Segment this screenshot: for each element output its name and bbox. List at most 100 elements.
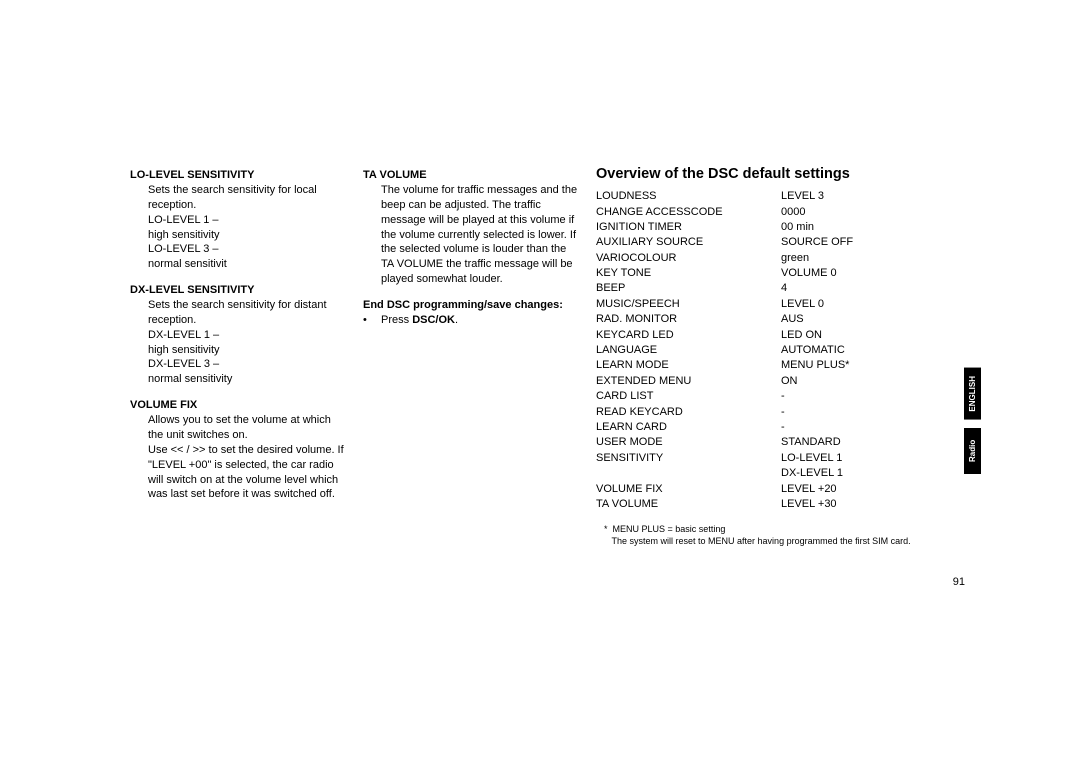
table-row: LEARN MODEMENU PLUS*: [596, 358, 946, 373]
table-row: CARD LIST-: [596, 389, 946, 404]
bullet-icon: •: [363, 313, 381, 328]
setting-label: SENSITIVITY: [596, 451, 781, 466]
setting-value: LEVEL +20: [781, 482, 946, 497]
setting-value: AUTOMATIC: [781, 343, 946, 358]
setting-value: 0000: [781, 205, 946, 220]
side-tabs: ENGLISH Radio: [964, 368, 988, 482]
setting-label: LEARN MODE: [596, 358, 781, 373]
setting-value: 00 min: [781, 220, 946, 235]
setting-label: RAD. MONITOR: [596, 312, 781, 327]
setting-label: LANGUAGE: [596, 343, 781, 358]
setting-label: IGNITION TIMER: [596, 220, 781, 235]
footnote-block: * MENU PLUS = basic setting The system w…: [604, 524, 946, 547]
setting-value: AUS: [781, 312, 946, 327]
page-number: 91: [953, 576, 965, 588]
lo-level-2b: normal sensitivit: [148, 257, 345, 272]
lo-level-body: Sets the search sensitivity for local re…: [148, 183, 345, 213]
column-3: Overview of the DSC default settings LOU…: [596, 165, 946, 548]
setting-value: green: [781, 251, 946, 266]
setting-label: [596, 466, 781, 481]
setting-label: AUXILIARY SOURCE: [596, 235, 781, 250]
column-2: TA Volume The volume for traffic message…: [363, 165, 578, 548]
setting-label: CARD LIST: [596, 389, 781, 404]
end-dsc-bullet-row: • Press DSC/OK.: [363, 313, 578, 328]
table-row: RAD. MONITORAUS: [596, 312, 946, 327]
lo-level-2a: LO-LEVEL 3 –: [148, 242, 345, 257]
table-row: DX-LEVEL 1: [596, 466, 946, 481]
dx-level-heading: Dx-Level Sensitivity: [130, 284, 345, 296]
volume-fix-heading: Volume Fix: [130, 399, 345, 411]
dx-level-2b: normal sensitivity: [148, 372, 345, 387]
setting-value: VOLUME 0: [781, 266, 946, 281]
setting-value: -: [781, 420, 946, 435]
table-row: VARIOCOLOURgreen: [596, 251, 946, 266]
press-pre: Press: [381, 314, 412, 326]
table-row: SENSITIVITYLO-LEVEL 1: [596, 451, 946, 466]
table-row: CHANGE ACCESSCODE0000: [596, 205, 946, 220]
setting-label: TA VOLUME: [596, 497, 781, 512]
setting-value: LEVEL 0: [781, 297, 946, 312]
ta-volume-body: The volume for traffic messages and the …: [381, 183, 578, 287]
footnote-2: The system will reset to MENU after havi…: [612, 536, 911, 546]
setting-value: ON: [781, 374, 946, 389]
table-row: READ KEYCARD-: [596, 405, 946, 420]
table-row: BEEP4: [596, 281, 946, 296]
setting-value: -: [781, 405, 946, 420]
table-row: KEY TONEVOLUME 0: [596, 266, 946, 281]
table-row: LOUDNESSLEVEL 3: [596, 189, 946, 204]
setting-value: DX-LEVEL 1: [781, 466, 946, 481]
table-row: LANGUAGEAUTOMATIC: [596, 343, 946, 358]
setting-value: LED ON: [781, 328, 946, 343]
table-row: VOLUME FIXLEVEL +20: [596, 482, 946, 497]
setting-value: -: [781, 389, 946, 404]
setting-value: STANDARD: [781, 435, 946, 450]
settings-table: LOUDNESSLEVEL 3CHANGE ACCESSCODE0000IGNI…: [596, 189, 946, 512]
setting-label: KEY TONE: [596, 266, 781, 281]
dx-level-1a: DX-LEVEL 1 –: [148, 328, 345, 343]
setting-label: USER MODE: [596, 435, 781, 450]
setting-label: CHANGE ACCESSCODE: [596, 205, 781, 220]
column-1: Lo-Level Sensitivity Sets the search sen…: [130, 165, 345, 548]
page-content: Lo-Level Sensitivity Sets the search sen…: [130, 165, 960, 548]
setting-value: LO-LEVEL 1: [781, 451, 946, 466]
setting-value: MENU PLUS*: [781, 358, 946, 373]
column-layout: Lo-Level Sensitivity Sets the search sen…: [130, 165, 960, 548]
setting-value: LEVEL +30: [781, 497, 946, 512]
ta-volume-heading: TA Volume: [363, 169, 578, 181]
setting-label: BEEP: [596, 281, 781, 296]
table-row: IGNITION TIMER00 min: [596, 220, 946, 235]
tab-radio: Radio: [964, 428, 981, 474]
lo-level-heading: Lo-Level Sensitivity: [130, 169, 345, 181]
setting-label: LOUDNESS: [596, 189, 781, 204]
footnote-1: MENU PLUS = basic setting: [613, 524, 726, 534]
setting-label: LEARN CARD: [596, 420, 781, 435]
dx-level-body: Sets the search sensitivity for distant …: [148, 298, 345, 328]
setting-label: VOLUME FIX: [596, 482, 781, 497]
setting-label: MUSIC/SPEECH: [596, 297, 781, 312]
dx-level-1b: high sensitivity: [148, 343, 345, 358]
lo-level-1b: high sensitivity: [148, 228, 345, 243]
table-row: AUXILIARY SOURCESOURCE OFF: [596, 235, 946, 250]
setting-value: 4: [781, 281, 946, 296]
table-row: EXTENDED MENUON: [596, 374, 946, 389]
press-post: .: [455, 314, 458, 326]
table-row: KEYCARD LEDLED ON: [596, 328, 946, 343]
table-row: USER MODESTANDARD: [596, 435, 946, 450]
footnote-star: *: [604, 524, 608, 534]
setting-value: SOURCE OFF: [781, 235, 946, 250]
setting-value: LEVEL 3: [781, 189, 946, 204]
setting-label: EXTENDED MENU: [596, 374, 781, 389]
table-row: TA VOLUMELEVEL +30: [596, 497, 946, 512]
dsc-ok-bold: DSC/OK: [412, 314, 455, 326]
setting-label: KEYCARD LED: [596, 328, 781, 343]
setting-label: READ KEYCARD: [596, 405, 781, 420]
end-dsc-heading: End DSC programming/save changes:: [363, 299, 578, 311]
tab-english: ENGLISH: [964, 368, 981, 420]
table-row: MUSIC/SPEECHLEVEL 0: [596, 297, 946, 312]
overview-heading: Overview of the DSC default settings: [596, 165, 946, 183]
setting-label: VARIOCOLOUR: [596, 251, 781, 266]
end-dsc-bullet-text: Press DSC/OK.: [381, 313, 578, 328]
table-row: LEARN CARD-: [596, 420, 946, 435]
dx-level-2a: DX-LEVEL 3 –: [148, 357, 345, 372]
volume-fix-body: Allows you to set the volume at which th…: [148, 413, 345, 502]
